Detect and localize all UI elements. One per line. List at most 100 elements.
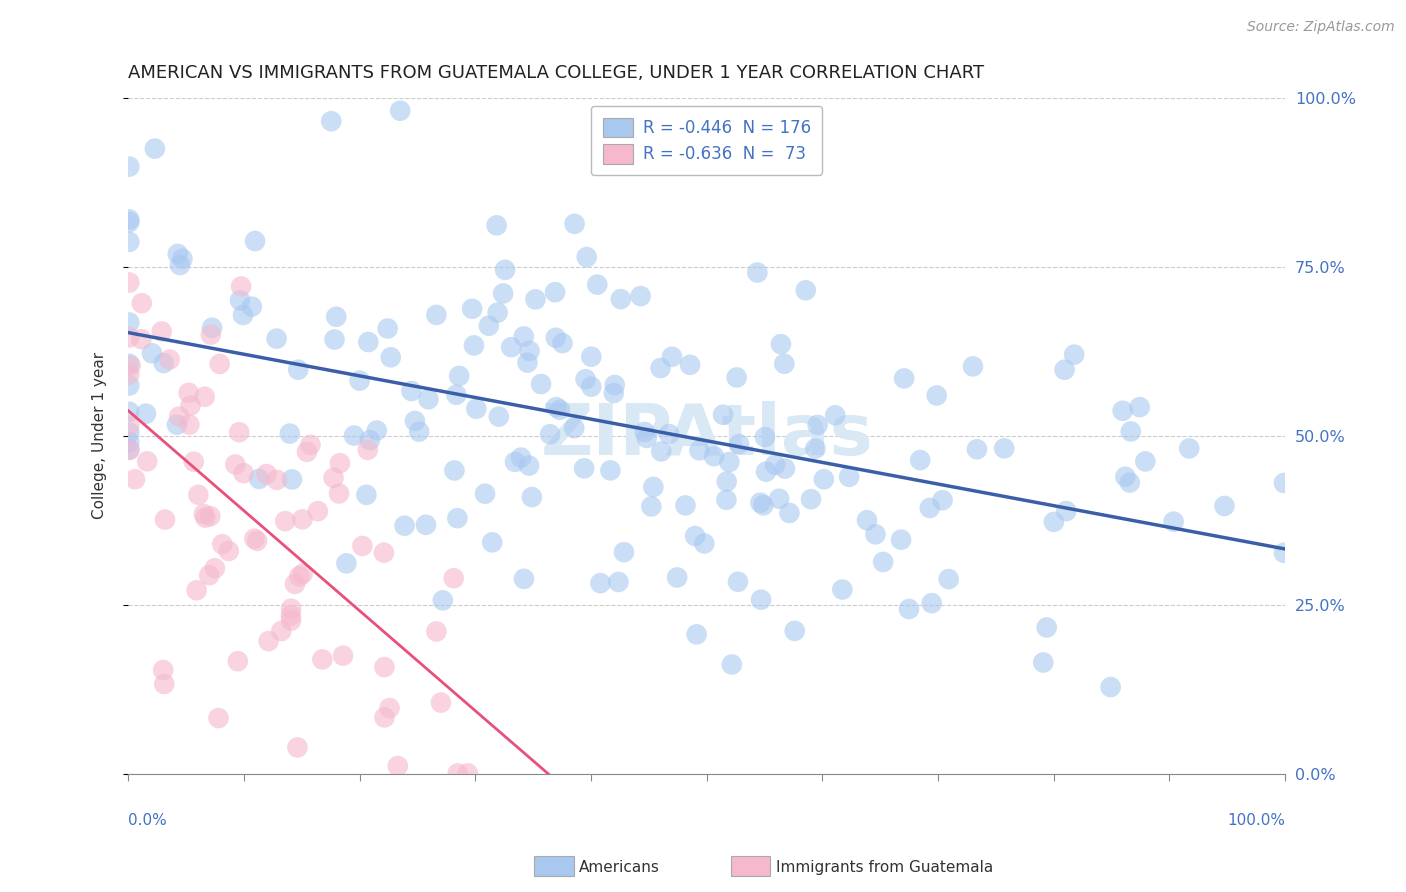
Point	[688, 443, 710, 458]
Point	[208, 357, 231, 371]
Point	[183, 455, 205, 469]
Point	[630, 289, 652, 303]
Point	[204, 561, 226, 575]
Point	[613, 545, 636, 559]
Point	[179, 417, 201, 432]
Point	[143, 142, 166, 156]
Point	[194, 390, 217, 404]
Point	[200, 327, 222, 342]
Point	[224, 458, 246, 472]
Point	[218, 544, 240, 558]
Point	[288, 569, 311, 583]
Point	[1163, 515, 1185, 529]
Point	[931, 493, 953, 508]
Y-axis label: College, Under 1 year: College, Under 1 year	[93, 352, 107, 519]
Point	[118, 418, 141, 433]
Point	[524, 293, 547, 307]
Point	[118, 434, 141, 449]
Point	[794, 283, 817, 297]
Point	[716, 475, 738, 489]
Point	[457, 766, 479, 780]
Point	[169, 258, 191, 272]
Point	[377, 321, 399, 335]
Point	[152, 356, 174, 370]
Point	[373, 710, 395, 724]
Point	[581, 350, 603, 364]
Point	[180, 399, 202, 413]
Point	[661, 350, 683, 364]
Point	[636, 431, 658, 445]
Point	[1032, 656, 1054, 670]
Point	[118, 330, 141, 344]
Point	[474, 486, 496, 500]
Point	[1119, 425, 1142, 439]
Point	[207, 711, 229, 725]
Point	[650, 444, 672, 458]
Point	[270, 624, 292, 638]
Point	[763, 458, 786, 472]
Point	[380, 351, 402, 365]
Text: Immigrants from Guatemala: Immigrants from Guatemala	[776, 860, 994, 874]
Point	[463, 338, 485, 352]
Point	[1111, 403, 1133, 417]
Point	[443, 463, 465, 477]
Point	[118, 235, 141, 249]
Point	[603, 378, 626, 392]
Point	[893, 371, 915, 385]
Point	[581, 379, 603, 393]
Point	[356, 488, 378, 502]
Point	[993, 442, 1015, 456]
Point	[135, 407, 157, 421]
Point	[274, 514, 297, 528]
Point	[193, 507, 215, 521]
Point	[513, 329, 536, 343]
Point	[153, 677, 176, 691]
Point	[291, 566, 314, 581]
Point	[603, 386, 626, 401]
Point	[838, 470, 860, 484]
Point	[432, 593, 454, 607]
Point	[492, 286, 515, 301]
Point	[1272, 475, 1295, 490]
Point	[865, 527, 887, 541]
Point	[1178, 442, 1201, 456]
Point	[510, 450, 533, 465]
Point	[481, 535, 503, 549]
Point	[321, 114, 343, 128]
Point	[281, 472, 304, 486]
Point	[118, 276, 141, 290]
Text: Americans: Americans	[579, 860, 661, 874]
Point	[118, 425, 141, 440]
Point	[685, 627, 707, 641]
Point	[1114, 469, 1136, 483]
Point	[366, 424, 388, 438]
Point	[461, 301, 484, 316]
Point	[266, 473, 288, 487]
Point	[329, 456, 352, 470]
Point	[966, 442, 988, 457]
Point	[898, 602, 921, 616]
Point	[938, 572, 960, 586]
Legend: R = -0.446  N = 176, R = -0.636  N =  73: R = -0.446 N = 176, R = -0.636 N = 73	[591, 106, 823, 175]
Point	[727, 574, 749, 589]
Point	[1043, 515, 1066, 529]
Point	[752, 498, 775, 512]
Point	[373, 546, 395, 560]
Point	[118, 212, 141, 227]
Point	[574, 372, 596, 386]
Point	[494, 262, 516, 277]
Point	[118, 442, 141, 457]
Point	[153, 512, 176, 526]
Point	[266, 332, 288, 346]
Point	[349, 374, 371, 388]
Point	[643, 480, 665, 494]
Point	[166, 247, 188, 261]
Point	[166, 417, 188, 432]
Point	[418, 392, 440, 407]
Text: AMERICAN VS IMMIGRANTS FROM GUATEMALA COLLEGE, UNDER 1 YEAR CORRELATION CHART: AMERICAN VS IMMIGRANTS FROM GUATEMALA CO…	[128, 64, 984, 82]
Point	[172, 252, 194, 266]
Point	[769, 337, 792, 351]
Point	[599, 463, 621, 477]
Point	[159, 352, 181, 367]
Point	[449, 368, 471, 383]
